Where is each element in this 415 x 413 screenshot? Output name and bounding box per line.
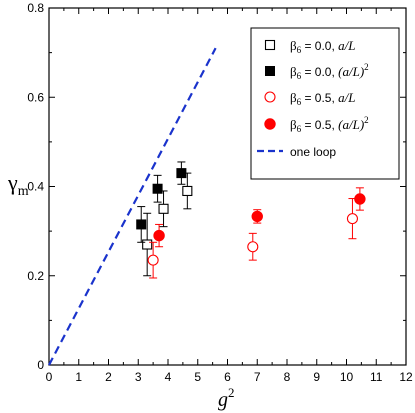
legend-text: one loop xyxy=(290,145,336,159)
data-point xyxy=(346,213,359,225)
x-tick-label: 5 xyxy=(194,370,201,384)
y-tick-label: 0.8 xyxy=(27,1,44,15)
x-tick-label: 2 xyxy=(105,370,112,384)
legend-subscript: 6 xyxy=(297,97,302,107)
legend-superscript: 2 xyxy=(364,62,369,72)
legend-italic: a/L xyxy=(338,38,355,53)
x-tick-label: 11 xyxy=(370,370,383,384)
data-point xyxy=(147,254,159,266)
legend-italic: (a/L) xyxy=(338,117,364,132)
data-point xyxy=(251,210,263,223)
legend-beta: β xyxy=(290,38,297,53)
legend-swatch xyxy=(264,39,276,51)
legend-box xyxy=(250,27,400,180)
series-2 xyxy=(147,198,359,279)
y-axis-label-subscript: m xyxy=(18,184,29,199)
legend-label: β6 = 0.5, (a/L)2 xyxy=(290,115,369,134)
legend-text: = 0.0, xyxy=(301,39,338,53)
x-tick-label: 6 xyxy=(224,370,231,384)
data-point xyxy=(136,219,147,230)
legend-subscript: 6 xyxy=(297,124,302,134)
legend-italic: (a/L) xyxy=(338,64,364,79)
series-3 xyxy=(153,187,366,248)
legend-beta: β xyxy=(290,90,297,105)
legend-text: = 0.0, xyxy=(301,65,338,79)
x-tick-label: 7 xyxy=(254,370,261,384)
data-marks xyxy=(48,47,366,366)
data-point xyxy=(176,168,187,179)
legend-italic: a/L xyxy=(338,90,355,105)
legend-text: = 0.5, xyxy=(301,91,338,105)
data-point xyxy=(247,241,259,253)
legend-swatch xyxy=(264,91,276,103)
y-tick-label: 0 xyxy=(37,358,44,372)
legend-beta: β xyxy=(290,117,297,132)
series-4 xyxy=(48,47,217,366)
legend: β6 = 0.0, a/Lβ6 = 0.0, (a/L)2β6 = 0.5, a… xyxy=(250,27,400,180)
legend-subscript: 6 xyxy=(297,45,302,55)
series-0 xyxy=(142,172,193,277)
x-tick-label: 8 xyxy=(284,370,291,384)
legend-text: = 0.5, xyxy=(301,118,338,132)
x-tick-label: 1 xyxy=(75,370,82,384)
legend-label: β6 = 0.0, a/L xyxy=(290,38,356,55)
y-tick-label: 0.6 xyxy=(27,90,44,104)
legend-swatch xyxy=(265,66,275,76)
one-loop-line xyxy=(48,47,217,366)
x-tick-label: 4 xyxy=(165,370,172,384)
y-tick-label: 0.4 xyxy=(27,180,44,194)
data-point xyxy=(158,203,169,214)
legend-label: β6 = 0.0, (a/L)2 xyxy=(290,62,369,81)
legend-label: β6 = 0.5, a/L xyxy=(290,90,356,107)
data-point xyxy=(152,183,163,194)
x-tick-label: 10 xyxy=(340,370,354,384)
legend-beta: β xyxy=(290,64,297,79)
data-point xyxy=(153,229,165,242)
x-axis-label-superscript: 2 xyxy=(228,385,235,400)
data-point xyxy=(142,239,153,250)
y-tick-label: 0.2 xyxy=(27,269,44,283)
x-tick-label: 12 xyxy=(399,370,413,384)
data-point xyxy=(182,185,193,197)
x-tick-label: 0 xyxy=(46,370,53,384)
y-axis-label: γm xyxy=(7,170,29,199)
x-tick-label: 3 xyxy=(135,370,142,384)
legend-label: one loop xyxy=(290,145,336,159)
x-axis-label: g2 xyxy=(218,385,235,411)
x-tick-label: 9 xyxy=(313,370,320,384)
series-1 xyxy=(136,161,187,243)
legend-superscript: 2 xyxy=(364,115,369,125)
legend-subscript: 6 xyxy=(297,71,302,81)
legend-swatch xyxy=(264,118,276,130)
data-point xyxy=(354,193,366,205)
